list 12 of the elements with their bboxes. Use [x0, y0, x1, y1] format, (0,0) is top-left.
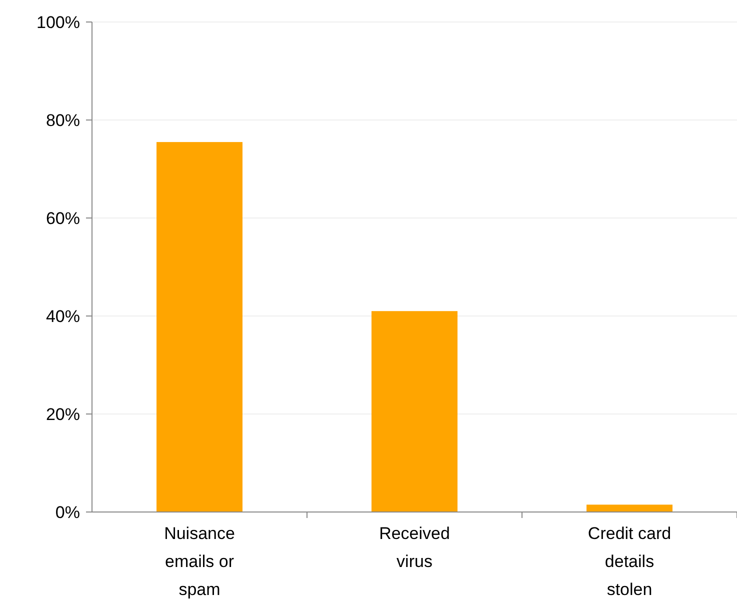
bar	[156, 142, 242, 512]
x-tick-label: Received virus	[379, 524, 450, 571]
bar	[586, 504, 672, 512]
y-tick-label: 40%	[46, 306, 80, 326]
x-tick-label: Nuisance emails or spam	[164, 524, 235, 599]
x-tick-label: Credit card details stolen	[588, 524, 672, 599]
y-tick-label: 20%	[46, 404, 80, 424]
bar	[372, 311, 458, 512]
y-tick-label: 60%	[46, 208, 80, 228]
y-tick-label: 100%	[36, 12, 80, 32]
y-tick-label: 0%	[55, 502, 80, 522]
y-tick-label: 80%	[46, 110, 80, 130]
